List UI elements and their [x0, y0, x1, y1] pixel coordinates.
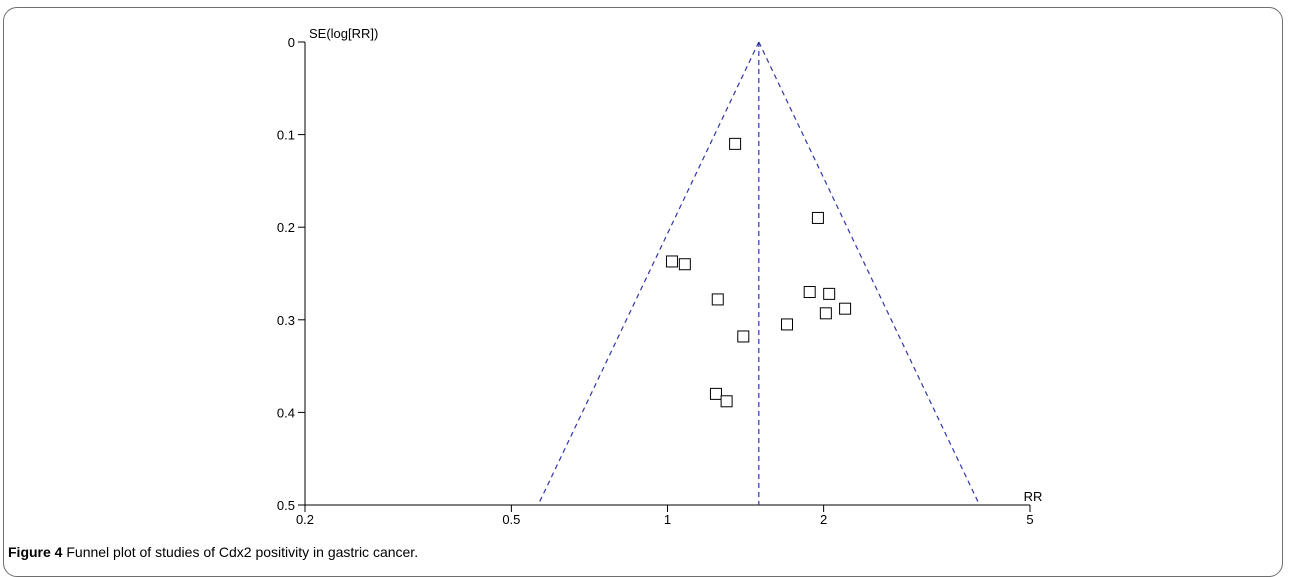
study-point — [839, 302, 852, 315]
y-tick-label: 0 — [288, 35, 295, 50]
y-ticks: 0 0.1 0.2 0.3 0.4 0.5 — [277, 35, 305, 513]
study-point — [811, 211, 824, 224]
x-axis-label: RR — [1024, 489, 1043, 504]
study-point — [803, 286, 816, 299]
funnel-left-limit — [537, 41, 760, 506]
study-point — [711, 293, 724, 306]
x-tick-label: 5 — [1026, 512, 1033, 527]
y-tick-label: 0.5 — [277, 498, 295, 513]
x-tick-label: 0.5 — [502, 512, 520, 527]
funnel-plot: 00.10.20.30.40.5 0.2 0.5 1 2 5 SE(log[RR]) R… — [277, 26, 1043, 527]
axes — [304, 42, 1030, 506]
figure-caption: Figure 4 Funnel plot of studies of Cdx2 … — [8, 544, 418, 560]
x-ticks: 0.2 0.5 1 2 5 — [296, 505, 1034, 527]
caption-label: Figure 4 — [8, 544, 63, 560]
study-point — [678, 258, 691, 271]
study-point — [720, 395, 733, 408]
y-tick-label: 0.4 — [277, 405, 295, 420]
x-tick-label: 1 — [664, 512, 671, 527]
study-point — [709, 387, 722, 400]
x-tick-label: 2 — [820, 512, 827, 527]
y-tick-label: 0.1 — [277, 128, 295, 143]
study-point — [819, 307, 832, 320]
y-tick-label: 0.2 — [277, 220, 295, 235]
study-point — [823, 287, 836, 300]
y-tick-label: 0.3 — [277, 313, 295, 328]
study-point — [665, 255, 678, 268]
funnel-right-limit — [758, 41, 981, 506]
study-point — [729, 137, 742, 150]
caption-text: Funnel plot of studies of Cdx2 positivit… — [62, 544, 419, 560]
study-point — [737, 330, 750, 343]
study-point — [781, 318, 794, 331]
funnel-lines — [537, 41, 981, 506]
x-tick-label: 0.2 — [296, 512, 314, 527]
study-points — [665, 137, 852, 408]
y-axis-label: SE(log[RR]) — [309, 26, 378, 41]
